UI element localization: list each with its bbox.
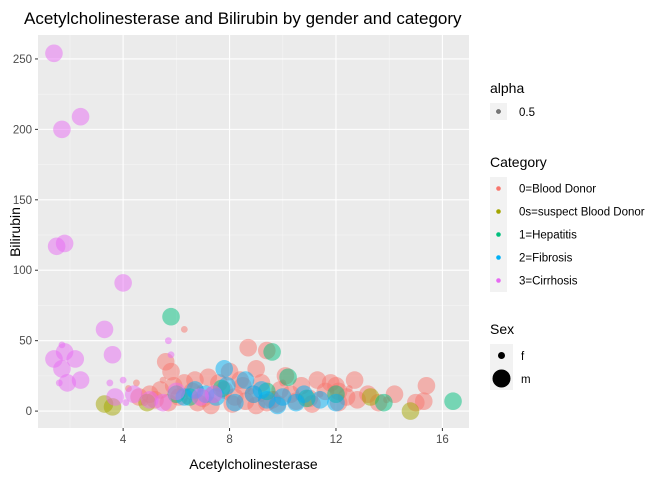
point-0-blood-donor xyxy=(345,385,353,392)
point-3-cirrhosis xyxy=(71,371,90,389)
legend-category-swatch xyxy=(496,209,501,214)
point-0-blood-donor xyxy=(159,376,167,384)
y-tick-label: 150 xyxy=(13,195,32,207)
point-3-cirrhosis xyxy=(140,391,159,409)
point-3-cirrhosis xyxy=(66,350,85,368)
point-1-hepatitis xyxy=(263,343,281,361)
y-tick-label: 250 xyxy=(13,54,32,66)
point-1-hepatitis xyxy=(162,307,180,326)
legend-category: Category 0=Blood Donor 0s=suspect Blood D… xyxy=(490,154,645,292)
point-3-cirrhosis xyxy=(71,107,90,126)
x-tick-label: 4 xyxy=(120,434,127,446)
point-2-fibrosis xyxy=(236,371,255,389)
y-tick-label: 50 xyxy=(19,336,32,348)
legend-sex-symbol-f xyxy=(498,352,505,359)
point-2-fibrosis xyxy=(218,376,236,395)
point-0-blood-donor xyxy=(133,379,140,387)
legend-alpha: alpha 0.5 xyxy=(490,80,535,120)
point-3-cirrhosis xyxy=(154,393,172,412)
point-3-cirrhosis xyxy=(119,376,127,384)
point-1-hepatitis xyxy=(444,392,462,411)
y-axis-title: Bilirubin xyxy=(7,207,23,257)
point-2-fibrosis xyxy=(226,393,244,412)
point-3-cirrhosis xyxy=(58,374,77,392)
legend-sex-label-m: m xyxy=(521,374,531,386)
legend-category-swatch xyxy=(496,186,501,191)
legend-category-label: 1=Hepatitis xyxy=(519,230,577,242)
chart-title: Acetylcholinesterase and Bilirubin by ge… xyxy=(24,9,462,28)
point-2-fibrosis xyxy=(268,396,287,415)
x-tick-label: 8 xyxy=(226,434,232,446)
point-0s-suspect-blood-donor xyxy=(401,402,420,420)
point-0-blood-donor xyxy=(345,371,364,389)
point-0-blood-donor xyxy=(417,376,436,395)
y-axis: 0 50 100 150 200 250 xyxy=(13,54,38,418)
legend-category-label: 3=Cirrhosis xyxy=(519,276,578,288)
y-tick-label: 100 xyxy=(13,265,32,277)
point-3-cirrhosis xyxy=(122,399,130,407)
legend-category-label: 0s=suspect Blood Donor xyxy=(519,207,645,219)
point-3-cirrhosis xyxy=(167,382,186,401)
point-3-cirrhosis xyxy=(103,345,122,364)
point-1-hepatitis xyxy=(279,368,297,387)
point-3-cirrhosis xyxy=(45,44,63,63)
point-0-blood-donor xyxy=(247,360,265,378)
point-2-fibrosis xyxy=(215,360,234,378)
legend-category-swatch xyxy=(496,255,501,260)
point-3-cirrhosis xyxy=(53,360,71,378)
point-2-fibrosis xyxy=(327,393,345,412)
point-3-cirrhosis xyxy=(167,351,175,359)
y-tick-label: 0 xyxy=(26,406,32,418)
y-tick-label: 200 xyxy=(13,124,32,136)
point-0s-suspect-blood-donor xyxy=(361,388,380,406)
point-3-cirrhosis xyxy=(47,237,66,256)
x-tick-label: 12 xyxy=(330,434,343,446)
x-axis-title: Acetylcholinesterase xyxy=(189,456,318,472)
point-1-hepatitis xyxy=(375,393,393,412)
point-3-cirrhosis xyxy=(114,274,132,292)
point-3-cirrhosis xyxy=(53,120,71,139)
point-2-fibrosis xyxy=(252,381,271,399)
legend-category-label: 2=Fibrosis xyxy=(519,253,573,265)
legend-category-label: 0=Blood Donor xyxy=(519,184,596,196)
legend-alpha-title: alpha xyxy=(490,80,524,96)
point-0-blood-donor xyxy=(162,362,180,381)
point-3-cirrhosis xyxy=(164,337,172,345)
legend-category-swatch xyxy=(496,232,501,237)
legend-sex-label-f: f xyxy=(521,351,525,363)
point-3-cirrhosis xyxy=(204,385,223,403)
point-0-blood-donor xyxy=(180,325,188,333)
legend-sex-symbol-m xyxy=(492,369,511,388)
x-tick-label: 16 xyxy=(436,434,449,446)
x-axis: 4 8 12 16 xyxy=(120,428,449,446)
legend-sex: Sex f m xyxy=(490,321,531,390)
point-2-fibrosis xyxy=(311,391,329,409)
point-3-cirrhosis xyxy=(106,388,124,406)
legend-alpha-label: 0.5 xyxy=(519,107,535,119)
point-3-cirrhosis xyxy=(95,320,114,339)
point-0-blood-donor xyxy=(414,392,433,411)
point-2-fibrosis xyxy=(295,385,313,403)
legend-category-swatch xyxy=(496,278,501,283)
point-3-cirrhosis xyxy=(124,385,143,403)
point-0-blood-donor xyxy=(239,338,257,357)
legend-sex-title: Sex xyxy=(490,321,514,337)
point-3-cirrhosis xyxy=(191,388,210,406)
data-points xyxy=(45,44,462,420)
legend-alpha-symbol xyxy=(496,109,501,114)
point-3-cirrhosis xyxy=(55,379,63,387)
point-3-cirrhosis xyxy=(106,379,114,387)
legend-category-title: Category xyxy=(490,154,547,170)
